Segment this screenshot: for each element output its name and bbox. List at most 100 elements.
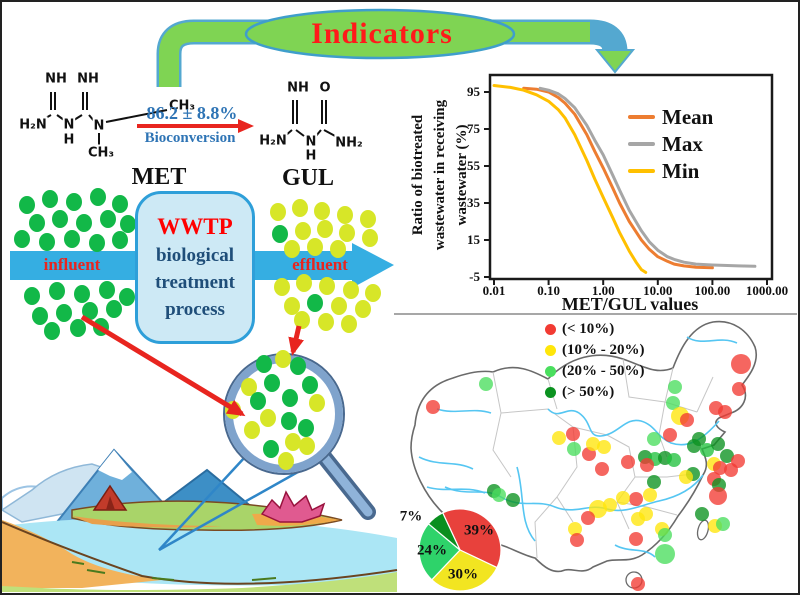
molecule-dot bbox=[299, 437, 315, 455]
atom-label: N bbox=[64, 118, 75, 133]
atom-label: NH₂ bbox=[335, 136, 362, 151]
molecule-dot bbox=[318, 313, 334, 331]
molecule-dot bbox=[19, 196, 35, 214]
molecule-dot bbox=[52, 210, 68, 228]
min-line-swatch bbox=[628, 169, 655, 173]
pink-bush bbox=[260, 490, 326, 523]
influent-dots bbox=[14, 188, 136, 340]
molecule-dot bbox=[281, 412, 297, 430]
map-city-dot bbox=[709, 487, 727, 505]
pie-slice-label: 39% bbox=[464, 522, 494, 539]
map-city-dot bbox=[713, 461, 727, 475]
y-tick-label: 35 bbox=[467, 195, 480, 210]
map-city-dot bbox=[640, 458, 654, 472]
atom-label: CH₃ bbox=[88, 146, 114, 161]
molecule-dot bbox=[106, 300, 122, 318]
legend-dot-darkgreen bbox=[545, 387, 556, 398]
molecule-dot bbox=[314, 202, 330, 220]
molecule-dot bbox=[270, 203, 286, 221]
molecule-dot bbox=[285, 433, 301, 451]
molecule-dot bbox=[272, 225, 288, 243]
atom-label: NH bbox=[287, 81, 309, 96]
bond bbox=[105, 109, 168, 123]
pie-slice bbox=[441, 508, 502, 569]
legend-row-min: Min bbox=[628, 158, 699, 184]
x-tick-label: 0.01 bbox=[482, 283, 506, 298]
molecule-dot bbox=[294, 311, 310, 329]
molecule-dot bbox=[365, 284, 381, 302]
pie-slice-label: 7% bbox=[399, 508, 423, 525]
molecule-dot bbox=[296, 274, 312, 292]
china-outline bbox=[410, 320, 757, 573]
influent-label: influent bbox=[43, 255, 101, 274]
map-city-dot bbox=[629, 492, 643, 506]
map-legend-label-1: (< 10%) bbox=[562, 321, 615, 337]
atom-label: NH bbox=[45, 72, 67, 87]
map-city-dot bbox=[711, 437, 725, 451]
map-city-dot bbox=[700, 443, 714, 457]
molecule-dot bbox=[76, 214, 92, 232]
molecule-dot bbox=[307, 238, 323, 256]
map-legend-label-3: (20% - 50%) bbox=[562, 363, 645, 379]
map-city-dot bbox=[586, 437, 600, 451]
map-city-dot bbox=[687, 439, 701, 453]
map-city-dot bbox=[639, 507, 653, 521]
molecule-dot bbox=[298, 419, 314, 437]
map-city-dot bbox=[720, 449, 734, 463]
molecule-dot bbox=[112, 231, 128, 249]
molecule-dot bbox=[56, 304, 72, 322]
chart-axes bbox=[484, 91, 768, 285]
atom-label: H bbox=[64, 133, 75, 148]
molecule-dot bbox=[256, 355, 272, 373]
map-city-dot bbox=[568, 522, 582, 536]
map-city-dot bbox=[616, 491, 630, 505]
molecule-dot bbox=[282, 389, 298, 407]
curve-min bbox=[492, 84, 648, 274]
mean-line-swatch bbox=[628, 115, 655, 119]
gul-structure: NH O H₂N NH NH₂ bbox=[257, 79, 364, 166]
molecule-dot bbox=[70, 319, 86, 337]
molecule-dot bbox=[244, 421, 260, 439]
molecule-dot bbox=[295, 222, 311, 240]
molecule-dot bbox=[317, 220, 333, 238]
map-city-dot bbox=[570, 533, 584, 547]
atom-label: H bbox=[306, 149, 317, 164]
map-legend-row-2: (10% - 20%) bbox=[545, 340, 645, 361]
molecule-dot bbox=[290, 357, 306, 375]
map-city-dot bbox=[680, 413, 694, 427]
x-tick-label: 10.00 bbox=[643, 283, 673, 298]
molecule-dot bbox=[44, 322, 60, 340]
banner-pipe bbox=[156, 8, 636, 87]
pie-slice bbox=[427, 512, 461, 551]
island-sand-2 bbox=[72, 516, 222, 528]
map-city-dot bbox=[566, 427, 580, 441]
max-line-swatch bbox=[628, 142, 655, 146]
atom-label: CH₃ bbox=[169, 99, 195, 114]
reaction-arrow bbox=[137, 119, 254, 133]
map-city-dot bbox=[667, 453, 681, 467]
indicators-banner-label: Indicators bbox=[311, 17, 453, 50]
x-tick-label: 1.00 bbox=[591, 283, 615, 298]
map-city-dot bbox=[631, 577, 645, 591]
legend-dot-red bbox=[545, 324, 556, 335]
annotation-arrows bbox=[80, 314, 304, 417]
molecule-dot bbox=[112, 195, 128, 213]
molecule-dot bbox=[278, 452, 294, 470]
atom-label: O bbox=[319, 81, 330, 96]
effluent-dots bbox=[270, 199, 381, 333]
molecule-dot bbox=[343, 281, 359, 299]
map-city-dot bbox=[732, 382, 746, 396]
x-tick-label: 1000.00 bbox=[745, 283, 789, 298]
legend-dot-yellow bbox=[545, 345, 556, 356]
map-city-dot bbox=[695, 507, 709, 521]
map-city-dot bbox=[567, 442, 581, 456]
molecule-dot bbox=[32, 307, 48, 325]
curve-mean bbox=[522, 86, 714, 270]
map-legend-label-2: (10% - 20%) bbox=[562, 342, 645, 358]
bond bbox=[295, 129, 305, 137]
molecule-dot bbox=[341, 315, 357, 333]
molecule-dot bbox=[74, 285, 90, 303]
molecule-dot bbox=[337, 206, 353, 224]
map-city-dot bbox=[716, 517, 730, 531]
magnifier-callout-lines bbox=[158, 456, 306, 552]
